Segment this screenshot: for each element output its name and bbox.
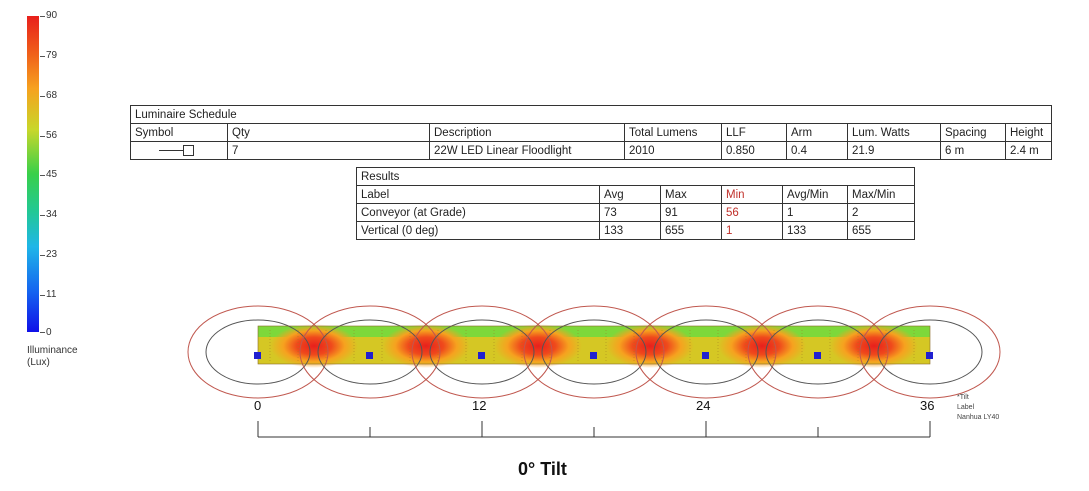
luminaire-marker <box>926 352 933 359</box>
scale-label-36: 36 <box>920 398 935 413</box>
hotspot <box>270 324 358 368</box>
results-cell: 133 <box>599 221 661 240</box>
luminaire-marker <box>254 352 261 359</box>
results-cell: 655 <box>847 221 915 240</box>
legend-label-90: 90 <box>46 10 58 21</box>
schedule-header: Lum. Watts <box>847 123 941 142</box>
scale-label-0: 0 <box>254 398 262 413</box>
isolux-contour-inner <box>765 319 871 385</box>
hotspot <box>494 324 582 368</box>
legend-label-45: 45 <box>46 169 58 180</box>
results-table: Results Label Avg Max Min Avg/Min Max/Mi… <box>356 167 915 240</box>
isolux-contour-inner <box>653 319 759 385</box>
isolux-contour-outer <box>523 305 665 399</box>
hotspot <box>830 324 918 368</box>
hotspot <box>382 324 470 368</box>
legend-title-line2: (Lux) <box>27 357 50 368</box>
isolux-contour-outer <box>411 305 553 399</box>
isolux-contour-outer <box>747 305 889 399</box>
legend-label-23: 23 <box>46 249 58 260</box>
results-cell: 133 <box>782 221 848 240</box>
luminaire-marker <box>478 352 485 359</box>
legend-label-0: 0 <box>46 327 52 338</box>
luminaire-marker <box>702 352 709 359</box>
luminaire-markers <box>254 352 933 359</box>
legend-title: Illuminance (Lux) <box>27 345 78 369</box>
legend-title-line1: Illuminance <box>27 345 78 356</box>
scale-label-24: 24 <box>696 398 711 413</box>
legend-label-68: 68 <box>46 90 58 101</box>
tilt-notes: *Tilt Label Nanhua LY40 <box>957 393 999 423</box>
hotspot <box>606 324 694 368</box>
isolux-contour-outer <box>635 305 777 399</box>
legend-label-34: 34 <box>46 209 58 220</box>
isolux-contour-outer <box>859 305 1001 399</box>
isolux-contour-inner <box>205 319 311 385</box>
illuminance-color-scale <box>27 16 39 332</box>
results-header: Max/Min <box>847 185 915 204</box>
isolux-contour-inner <box>317 319 423 385</box>
luminaire-marker <box>590 352 597 359</box>
schedule-row: 7 22W LED Linear Floodlight 2010 0.850 0… <box>130 141 1052 160</box>
isolux-contour-inner <box>429 319 535 385</box>
luminaire-schedule-table: Luminaire Schedule Symbol Qty Descriptio… <box>130 105 1052 160</box>
isolux-contour-outer <box>299 305 441 399</box>
results-row: Vertical (0 deg) 133 655 1 133 655 <box>356 221 915 240</box>
figure-caption: 0° Tilt <box>518 459 567 479</box>
results-cell: Vertical (0 deg) <box>356 221 600 240</box>
isolux-contour-inner <box>877 319 983 385</box>
schedule-cell: 2.4 m <box>1005 141 1052 160</box>
note-tilt: *Tilt <box>957 394 969 401</box>
scale-ticks <box>257 421 931 437</box>
schedule-cell: 22W LED Linear Floodlight <box>429 141 625 160</box>
isolux-contours <box>187 305 1001 399</box>
schedule-header: Total Lumens <box>624 123 722 142</box>
note-model: Nanhua LY40 <box>957 414 1000 421</box>
results-header-row: Label Avg Max Min Avg/Min Max/Min <box>356 185 915 204</box>
results-cell: 655 <box>660 221 722 240</box>
schedule-cell: 0.850 <box>721 141 787 160</box>
schedule-cell: 0.4 <box>786 141 848 160</box>
schedule-header: Height <box>1005 123 1052 142</box>
illuminance-hotspots <box>270 324 918 368</box>
isolux-contour-outer <box>187 305 329 399</box>
legend-label-11: 11 <box>46 289 57 300</box>
luminaire-marker <box>366 352 373 359</box>
schedule-cell: 21.9 <box>847 141 941 160</box>
legend-label-79: 79 <box>46 50 58 61</box>
legend-label-56: 56 <box>46 130 58 141</box>
isolux-contour-inner <box>541 319 647 385</box>
luminaire-marker <box>814 352 821 359</box>
floodlight-symbol-icon <box>159 144 199 157</box>
schedule-cell: 6 m <box>940 141 1006 160</box>
conveyor-strip-warm-band <box>258 337 930 364</box>
results-header: Max <box>660 185 722 204</box>
scale-label-12: 12 <box>472 398 487 413</box>
hotspot <box>718 324 806 368</box>
conveyor-outline <box>257 325 931 365</box>
note-label: Label <box>957 404 975 411</box>
